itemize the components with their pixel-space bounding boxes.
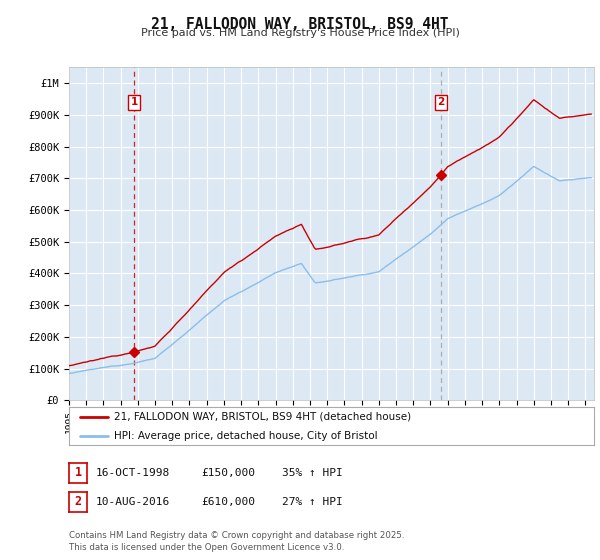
Text: HPI: Average price, detached house, City of Bristol: HPI: Average price, detached house, City… — [113, 431, 377, 441]
Text: 2: 2 — [74, 495, 82, 508]
Text: Contains HM Land Registry data © Crown copyright and database right 2025.
This d: Contains HM Land Registry data © Crown c… — [69, 531, 404, 552]
Text: 21, FALLODON WAY, BRISTOL, BS9 4HT (detached house): 21, FALLODON WAY, BRISTOL, BS9 4HT (deta… — [113, 412, 411, 422]
Text: 35% ↑ HPI: 35% ↑ HPI — [282, 468, 343, 478]
Text: 1: 1 — [74, 466, 82, 479]
Text: 21, FALLODON WAY, BRISTOL, BS9 4HT: 21, FALLODON WAY, BRISTOL, BS9 4HT — [151, 17, 449, 32]
Text: 10-AUG-2016: 10-AUG-2016 — [96, 497, 170, 507]
Text: £150,000: £150,000 — [201, 468, 255, 478]
Text: Price paid vs. HM Land Registry's House Price Index (HPI): Price paid vs. HM Land Registry's House … — [140, 28, 460, 38]
Text: 2: 2 — [437, 97, 445, 107]
Text: 1: 1 — [131, 97, 138, 107]
Text: 16-OCT-1998: 16-OCT-1998 — [96, 468, 170, 478]
Text: £610,000: £610,000 — [201, 497, 255, 507]
Text: 27% ↑ HPI: 27% ↑ HPI — [282, 497, 343, 507]
